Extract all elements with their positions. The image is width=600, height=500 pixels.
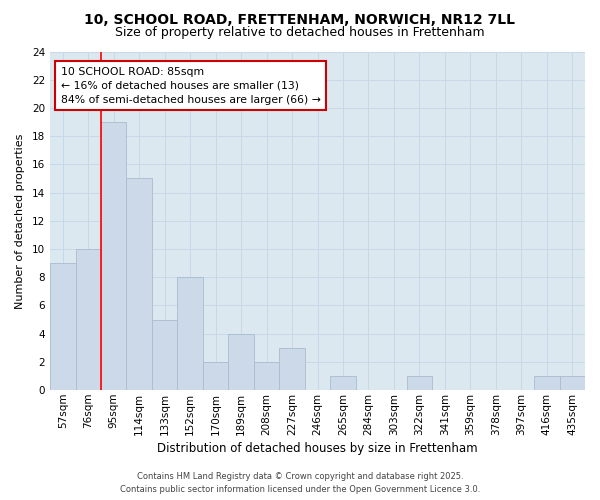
Bar <box>229 334 254 390</box>
Bar <box>534 376 560 390</box>
Bar <box>76 249 101 390</box>
Y-axis label: Number of detached properties: Number of detached properties <box>15 133 25 308</box>
Bar <box>330 376 356 390</box>
Bar <box>178 278 203 390</box>
Bar <box>560 376 585 390</box>
Text: 10 SCHOOL ROAD: 85sqm
← 16% of detached houses are smaller (13)
84% of semi-deta: 10 SCHOOL ROAD: 85sqm ← 16% of detached … <box>61 66 320 104</box>
Text: 10, SCHOOL ROAD, FRETTENHAM, NORWICH, NR12 7LL: 10, SCHOOL ROAD, FRETTENHAM, NORWICH, NR… <box>85 12 515 26</box>
Text: Contains HM Land Registry data © Crown copyright and database right 2025.
Contai: Contains HM Land Registry data © Crown c… <box>120 472 480 494</box>
Bar <box>280 348 305 390</box>
Bar <box>152 320 178 390</box>
Bar <box>101 122 127 390</box>
Bar <box>407 376 432 390</box>
Bar <box>50 263 76 390</box>
Bar <box>203 362 229 390</box>
Bar <box>127 178 152 390</box>
Bar <box>254 362 280 390</box>
X-axis label: Distribution of detached houses by size in Frettenham: Distribution of detached houses by size … <box>157 442 478 455</box>
Text: Size of property relative to detached houses in Frettenham: Size of property relative to detached ho… <box>115 26 485 39</box>
